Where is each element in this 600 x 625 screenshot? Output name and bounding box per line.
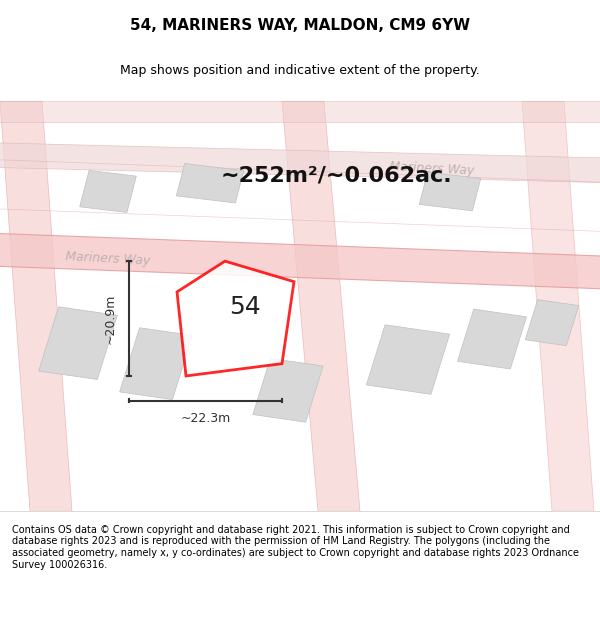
Polygon shape [0,101,72,511]
Text: Contains OS data © Crown copyright and database right 2021. This information is : Contains OS data © Crown copyright and d… [12,525,579,570]
Text: ~22.3m: ~22.3m [181,412,230,426]
Polygon shape [38,307,118,379]
Polygon shape [176,164,244,203]
Text: Map shows position and indicative extent of the property.: Map shows position and indicative extent… [120,64,480,78]
Polygon shape [522,101,594,511]
Text: Mariners Way: Mariners Way [65,249,151,267]
Polygon shape [253,358,323,422]
Polygon shape [282,101,360,511]
Polygon shape [0,101,600,122]
Polygon shape [367,325,449,394]
Polygon shape [0,232,600,290]
Polygon shape [177,261,294,376]
Text: ~252m²/~0.062ac.: ~252m²/~0.062ac. [220,165,452,185]
Polygon shape [0,142,600,183]
Text: Mariners Way: Mariners Way [389,160,475,177]
Polygon shape [419,172,481,211]
Polygon shape [119,328,193,399]
Polygon shape [525,299,579,346]
Text: ~20.9m: ~20.9m [103,293,116,344]
Polygon shape [457,309,527,369]
Text: 54: 54 [229,294,260,319]
Polygon shape [80,171,136,212]
Text: 54, MARINERS WAY, MALDON, CM9 6YW: 54, MARINERS WAY, MALDON, CM9 6YW [130,18,470,32]
